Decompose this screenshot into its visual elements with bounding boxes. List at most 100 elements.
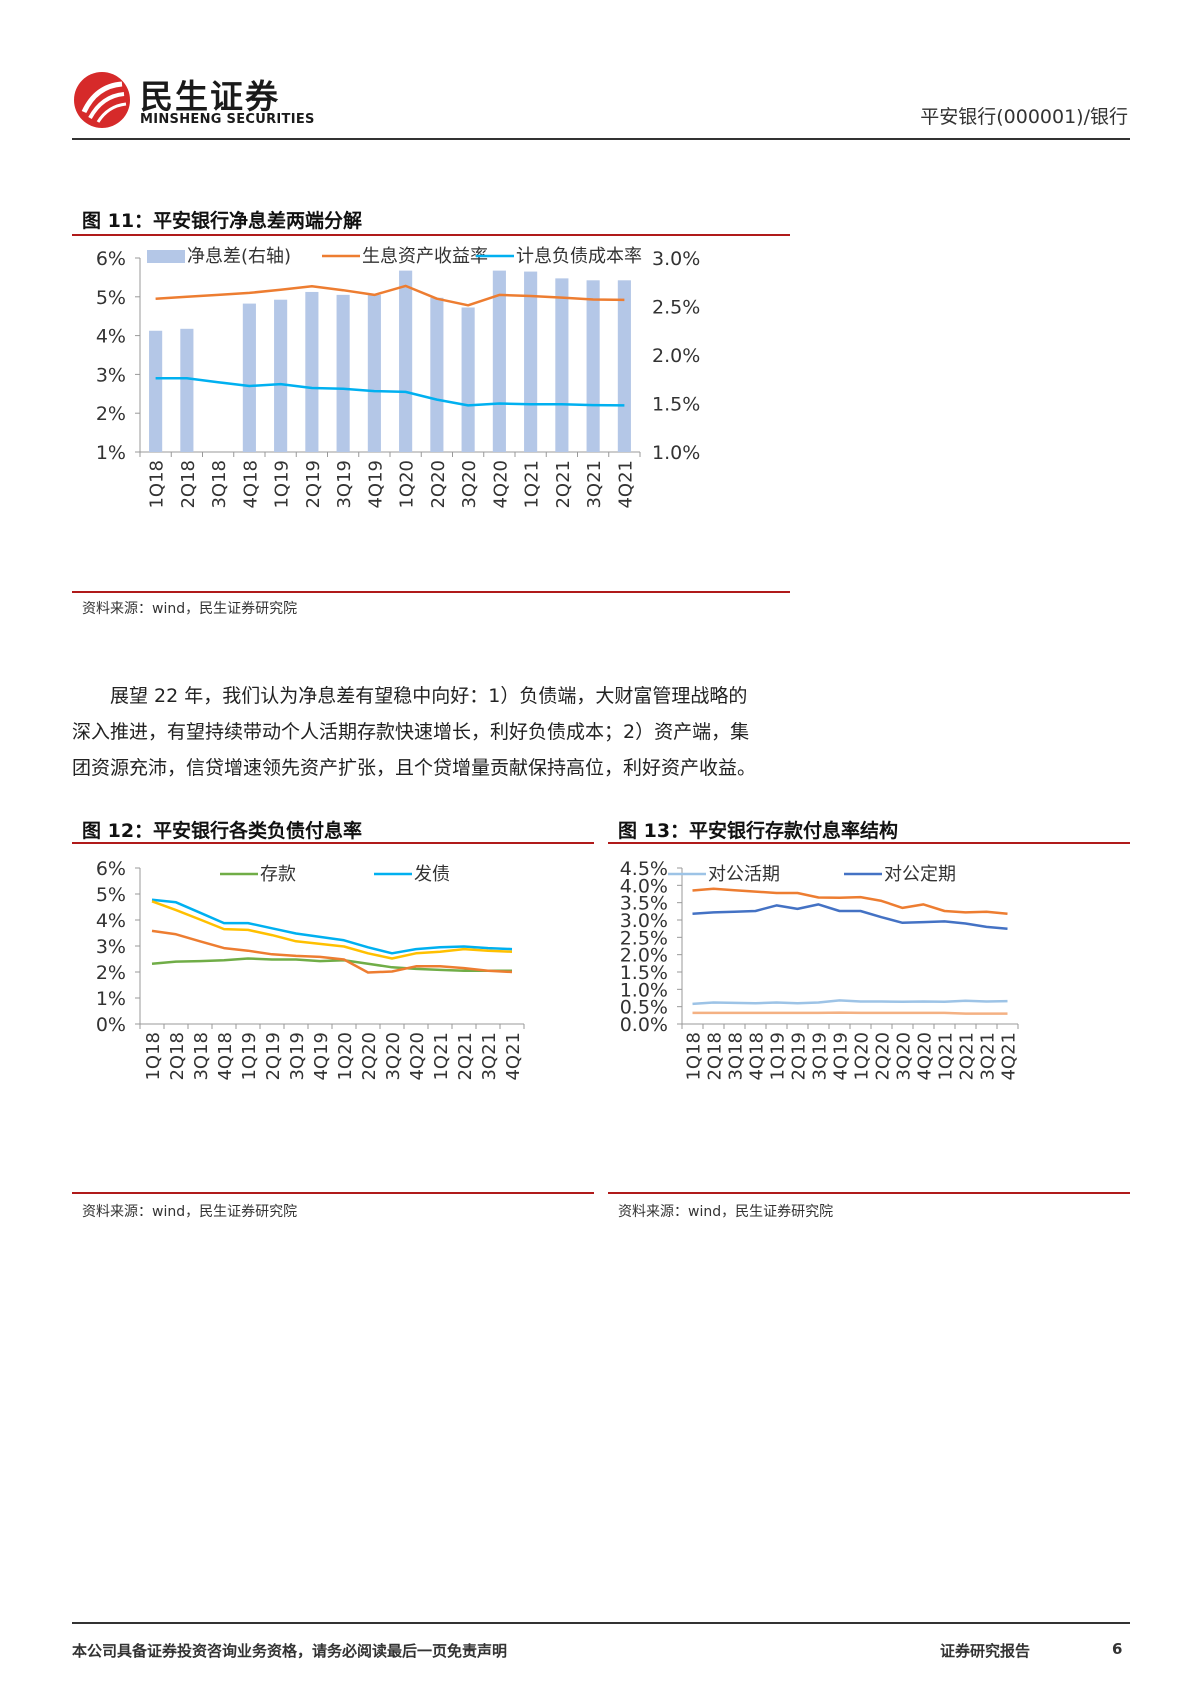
fig12-source: 资料来源：wind，民生证券研究院 <box>82 1204 298 1220</box>
y-tick-label: 4.0% <box>620 875 668 897</box>
x-tick-label: 3Q19 <box>334 460 355 509</box>
fig13-title-rule <box>608 842 1130 844</box>
x-tick-label: 4Q20 <box>407 1032 428 1081</box>
x-tick-label: 3Q19 <box>810 1032 831 1081</box>
x-tick-label: 2Q20 <box>873 1032 894 1081</box>
x-tick-label: 1Q18 <box>143 1032 164 1081</box>
header: 民生证券 MINSHENG SECURITIES 平安银行(000001)/银行 <box>0 0 1200 145</box>
fig13-source: 资料来源：wind，民生证券研究院 <box>618 1204 834 1220</box>
bar <box>149 330 163 452</box>
x-tick-label: 2Q18 <box>167 1032 188 1081</box>
x-tick-label: 1Q20 <box>397 460 418 509</box>
fig12-title: 图 12：平安银行各类负债付息率 <box>82 820 363 842</box>
logo-text-cn: 民生证券 <box>140 77 280 116</box>
x-tick-label: 2Q21 <box>553 460 574 509</box>
bar <box>555 278 569 452</box>
fig13-chart: 4.5%4.0%3.5%3.0%2.5%2.0%1.5%1.0%0.5%0.0%… <box>620 858 1020 1081</box>
y-tick-label: 0.5% <box>620 997 668 1019</box>
y-tick-label: 2% <box>96 962 126 984</box>
x-tick-label: 2Q18 <box>178 460 199 509</box>
legend-label: 计息负债成本率 <box>516 246 642 267</box>
series-line <box>692 1011 1008 1015</box>
series-line <box>151 900 513 960</box>
header-rule <box>72 138 1130 140</box>
series-line <box>692 903 1008 930</box>
footer-rule <box>72 1622 1130 1624</box>
x-tick-label: 1Q21 <box>522 460 543 509</box>
y-tick-label: 1% <box>96 442 126 464</box>
y-tick-label: 4.5% <box>620 858 668 880</box>
fig11-title-rule <box>72 234 790 236</box>
y-tick-label: 2.5% <box>620 927 668 949</box>
y-tick-label: 4% <box>96 910 126 932</box>
bar <box>586 280 600 452</box>
bar <box>461 307 475 452</box>
x-tick-label: 4Q18 <box>240 460 261 509</box>
x-tick-label: 2Q19 <box>263 1032 284 1081</box>
x-tick-label: 2Q20 <box>428 460 449 509</box>
x-tick-label: 1Q19 <box>768 1032 789 1081</box>
x-tick-label: 3Q21 <box>479 1032 500 1081</box>
paragraph-line-1: 展望 22 年，我们认为净息差有望稳中向好：1）负债端，大财富管理战略的 <box>110 685 748 707</box>
x-tick-label: 1Q18 <box>147 460 168 509</box>
x-tick-label: 3Q18 <box>191 1032 212 1081</box>
x-tick-label: 4Q18 <box>215 1032 236 1081</box>
x-tick-label: 2Q19 <box>303 460 324 509</box>
x-tick-label: 4Q20 <box>490 460 511 509</box>
fig13-bottom-rule <box>608 1192 1130 1194</box>
x-tick-label: 1Q21 <box>431 1032 452 1081</box>
y2-tick-label: 2.0% <box>652 345 700 367</box>
fig11-bottom-rule <box>72 591 790 593</box>
y2-tick-label: 1.0% <box>652 442 700 464</box>
series-line <box>151 898 513 955</box>
y-tick-label: 6% <box>96 858 126 880</box>
y-tick-label: 0.0% <box>620 1014 668 1036</box>
x-tick-label: 2Q18 <box>705 1032 726 1081</box>
fig12-title-rule <box>72 842 594 844</box>
minsheng-logo-icon <box>74 72 130 128</box>
x-tick-label: 1Q19 <box>239 1032 260 1081</box>
bar <box>492 270 506 452</box>
y-tick-label: 3% <box>96 364 126 386</box>
y-tick-label: 5% <box>96 287 126 309</box>
bar <box>617 280 631 452</box>
bar <box>242 303 256 452</box>
y-tick-label: 0% <box>96 1014 126 1036</box>
y-tick-label: 2% <box>96 403 126 425</box>
x-tick-label: 4Q19 <box>311 1032 332 1081</box>
x-tick-label: 1Q19 <box>272 460 293 509</box>
bar <box>430 297 444 452</box>
y-tick-label: 1% <box>96 988 126 1010</box>
x-tick-label: 2Q21 <box>957 1032 978 1081</box>
legend-label: 生息资产收益率 <box>362 246 488 267</box>
x-tick-label: 3Q18 <box>726 1032 747 1081</box>
bar <box>305 291 319 452</box>
fig11-title: 图 11：平安银行净息差两端分解 <box>82 210 363 232</box>
x-tick-label: 2Q19 <box>789 1032 810 1081</box>
x-tick-label: 4Q21 <box>503 1032 524 1081</box>
logo-text-en: MINSHENG SECURITIES <box>140 112 315 127</box>
footer-disclaimer: 本公司具备证券投资咨询业务资格，请务必阅读最后一页免责声明 <box>72 1642 508 1660</box>
paragraph-line-2: 深入推进，有望持续带动个人活期存款快速增长，利好负债成本；2）资产端，集 <box>72 721 750 743</box>
bar <box>399 270 413 452</box>
legend-label: 对公活期 <box>708 864 780 885</box>
series-line <box>151 929 513 974</box>
y-tick-label: 4% <box>96 326 126 348</box>
y-tick-label: 3.0% <box>620 910 668 932</box>
x-tick-label: 4Q19 <box>365 460 386 509</box>
analysis-paragraph: 展望 22 年，我们认为净息差有望稳中向好：1）负债端，大财富管理战略的 深入推… <box>72 678 790 786</box>
bar <box>524 271 538 452</box>
y2-tick-label: 1.5% <box>652 394 700 416</box>
bar <box>274 299 288 452</box>
x-tick-label: 4Q20 <box>915 1032 936 1081</box>
fig12-chart: 6%5%4%3%2%1%0%1Q18 2Q18 3Q18 4Q18 1Q19 2Q19 3Q… <box>96 858 525 1081</box>
x-tick-label: 4Q19 <box>831 1032 852 1081</box>
x-tick-label: 3Q21 <box>584 460 605 509</box>
paragraph-line-3: 团资源充沛，信贷增速领先资产扩张，且个贷增量贡献保持高位，利好资产收益。 <box>72 757 757 779</box>
y2-tick-label: 2.5% <box>652 297 700 319</box>
x-tick-label: 1Q20 <box>852 1032 873 1081</box>
x-tick-label: 1Q20 <box>335 1032 356 1081</box>
bar <box>367 294 381 452</box>
bar <box>180 328 194 452</box>
series-line <box>692 999 1008 1006</box>
